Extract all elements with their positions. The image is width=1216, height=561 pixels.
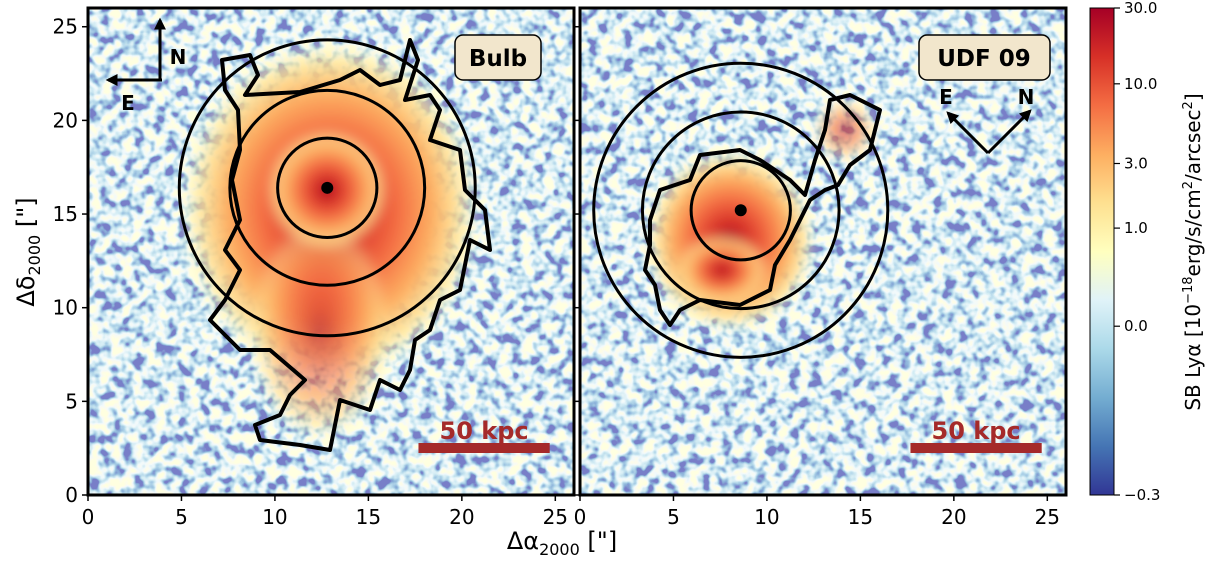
x-tick-label: 10 [262,505,287,529]
panel-label: UDF 09 [937,46,1031,72]
x-axis-label: Δα2000 ["] [507,527,617,559]
scale-bar-label: 50 kpc [440,417,529,445]
y-label-main: Δδ [12,276,40,307]
label-box [918,34,1051,81]
x-tick-label: 20 [941,505,966,529]
x-tick-label: 5 [667,505,680,529]
axes-frame [86,6,576,497]
compass-arrow [946,111,990,155]
x-tick-label: 15 [848,505,873,529]
compass-north: N [1018,85,1035,109]
x-tick-label: 5 [175,505,188,529]
cb-label-end: ] [1181,93,1205,101]
colorbar-tick-label: 3.0 [1124,155,1148,173]
contour [643,93,882,327]
x-label-unit: ["] [580,527,617,555]
scale-bar [418,443,550,453]
center-point [321,181,334,194]
scale-bar-label: 50 kpc [932,417,1021,445]
y-tick-label: 10 [53,296,78,320]
y-tick-label: 5 [65,389,78,413]
x-tick-label: 25 [1035,505,1060,529]
cb-label-unit1: erg/s/cm [1181,189,1205,276]
y-axis-label: Δδ2000 ["] [12,197,44,306]
y-label-unit: ["] [12,197,40,234]
compass-east: E [121,91,135,115]
x-label-main: Δα [507,527,539,555]
cb-label-sq2: 2 [1181,101,1196,109]
compass-arrow [986,109,1032,155]
axes-frame [578,6,1068,497]
x-tick-label: 0 [82,505,95,529]
colorbar-label: SB Lyα [10−18erg/s/cm2/arcsec2] [1181,93,1205,410]
aperture-circle [592,61,890,359]
colorbar-tick-label: 1.0 [1124,219,1148,237]
x-tick-label: 10 [754,505,779,529]
scale-bar [910,443,1042,453]
colorbar [1089,7,1115,496]
aperture-circle [177,38,477,338]
aperture-circle [276,136,379,239]
cb-label-sq1: 2 [1181,181,1196,189]
x-label-sub: 2000 [539,540,580,559]
colorbar-tick-label: −0.3 [1124,486,1160,504]
colorbar-tick-label: 0.0 [1124,317,1148,335]
x-tick-label: 0 [574,505,587,529]
panel-label: Bulb [469,46,527,72]
label-box [454,34,542,81]
compass-north: N [170,45,187,69]
center-point [734,204,747,217]
y-tick-label: 25 [53,15,78,39]
y-tick-label: 15 [53,202,78,226]
cb-label-main: SB Lyα [10 [1181,304,1205,411]
aperture-circle [228,88,427,287]
compass-east: E [939,85,953,109]
colorbar-tick-label: 10.0 [1124,75,1157,93]
x-tick-label: 25 [543,505,568,529]
cb-label-exp: −18 [1181,276,1196,303]
aperture-circle [640,110,841,311]
aperture-circle [689,159,792,262]
y-tick-label: 20 [53,108,78,132]
colorbar-tick-label: 30.0 [1124,0,1157,17]
contour [208,38,492,452]
y-label-sub: 2000 [25,235,44,276]
x-tick-label: 15 [356,505,381,529]
cb-label-unit2: /arcsec [1181,109,1205,181]
y-tick-label: 0 [65,483,78,507]
x-tick-label: 20 [449,505,474,529]
